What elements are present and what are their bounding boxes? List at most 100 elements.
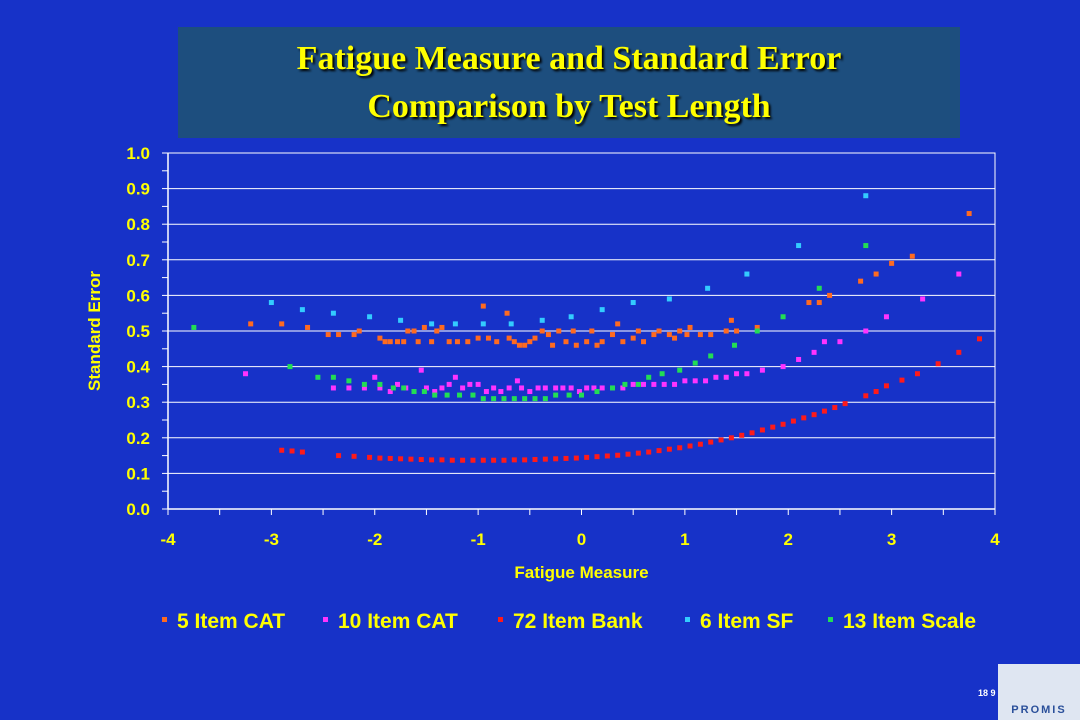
data-point <box>684 332 690 338</box>
data-point <box>591 385 597 391</box>
data-point <box>630 335 636 341</box>
data-point <box>620 385 626 391</box>
data-point <box>444 392 450 398</box>
data-point <box>599 339 605 345</box>
data-point <box>411 328 417 334</box>
x-tick-label: -3 <box>264 530 279 549</box>
data-point <box>734 328 740 334</box>
series-2 <box>279 336 982 463</box>
data-point <box>387 455 393 461</box>
data-point <box>401 385 407 391</box>
data-point <box>411 389 417 395</box>
data-point <box>367 314 373 320</box>
data-point <box>666 296 672 302</box>
data-point <box>522 396 528 402</box>
data-point <box>883 383 889 389</box>
data-point <box>708 353 714 359</box>
data-point <box>460 385 466 391</box>
data-point <box>780 314 786 320</box>
data-point <box>889 260 895 266</box>
legend-label: 6 Item SF <box>700 610 794 633</box>
x-tick-label: 2 <box>784 530 793 549</box>
data-point <box>336 453 342 459</box>
data-point <box>672 335 678 341</box>
data-point <box>351 453 357 459</box>
data-point <box>599 385 605 391</box>
data-point <box>573 342 579 348</box>
data-point <box>816 300 822 306</box>
data-point <box>920 296 926 302</box>
data-point <box>604 453 610 459</box>
data-point <box>457 392 463 398</box>
data-point <box>511 339 517 345</box>
x-tick-label: 1 <box>680 530 689 549</box>
data-point <box>687 443 693 449</box>
data-point <box>439 385 445 391</box>
data-point <box>759 367 765 373</box>
data-point <box>501 396 507 402</box>
data-point <box>723 328 729 334</box>
data-point <box>630 381 636 387</box>
data-point <box>697 332 703 338</box>
data-point <box>377 335 383 341</box>
data-point <box>299 449 305 455</box>
data-point <box>718 437 724 443</box>
data-point <box>713 374 719 380</box>
data-point <box>372 374 378 380</box>
data-point <box>542 385 548 391</box>
data-point <box>682 378 688 384</box>
data-point <box>460 457 466 463</box>
data-point <box>494 339 500 345</box>
data-point <box>506 385 512 391</box>
title-line-2: Comparison by Test Length <box>367 88 771 125</box>
data-point <box>279 321 285 327</box>
data-point <box>651 332 657 338</box>
logo-text: PROMIS <box>1011 704 1067 716</box>
data-point <box>584 454 590 460</box>
data-point <box>935 361 941 367</box>
data-point <box>522 457 528 463</box>
data-point <box>873 389 879 395</box>
data-point <box>863 328 869 334</box>
y-tick-label: 1.0 <box>126 144 150 163</box>
x-tick-label: 0 <box>577 530 586 549</box>
data-point <box>630 300 636 306</box>
data-point <box>646 374 652 380</box>
data-point <box>501 457 507 463</box>
data-point <box>677 328 683 334</box>
data-point <box>511 396 517 402</box>
data-point <box>692 360 698 366</box>
data-point <box>563 455 569 461</box>
data-point <box>723 374 729 380</box>
y-tick-label: 0.7 <box>126 251 150 270</box>
data-point <box>532 396 538 402</box>
data-point <box>966 211 972 217</box>
data-point <box>646 449 652 455</box>
data-point <box>454 339 460 345</box>
data-point <box>248 321 254 327</box>
data-point <box>491 396 497 402</box>
data-point <box>708 332 714 338</box>
data-point <box>527 339 533 345</box>
y-tick-label: 0.3 <box>126 393 150 412</box>
data-point <box>827 292 833 298</box>
data-point <box>816 285 822 291</box>
data-point <box>863 393 869 399</box>
data-point <box>770 424 776 430</box>
data-point <box>635 450 641 456</box>
data-point <box>677 367 683 373</box>
data-point <box>832 405 838 411</box>
data-point <box>485 335 491 341</box>
legend-label: 13 Item Scale <box>843 610 976 633</box>
data-point <box>361 385 367 391</box>
data-point <box>780 364 786 370</box>
data-point <box>811 349 817 355</box>
data-point <box>429 457 435 463</box>
data-point <box>553 456 559 462</box>
data-point <box>656 328 662 334</box>
data-point <box>532 457 538 463</box>
data-point <box>539 317 545 323</box>
series-1 <box>243 271 962 395</box>
data-point <box>315 374 321 380</box>
data-point <box>356 328 362 334</box>
